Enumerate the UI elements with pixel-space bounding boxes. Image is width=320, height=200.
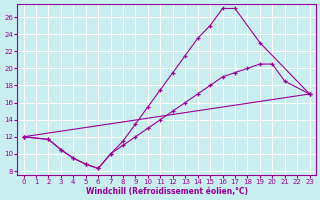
X-axis label: Windchill (Refroidissement éolien,°C): Windchill (Refroidissement éolien,°C): [85, 187, 248, 196]
